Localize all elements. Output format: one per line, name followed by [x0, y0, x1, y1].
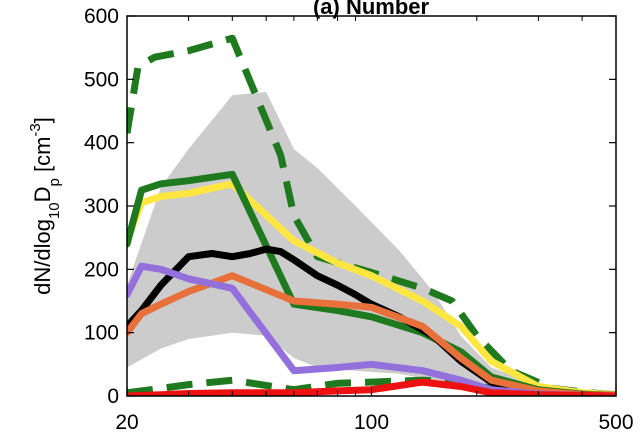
- y-label-sup: -3: [27, 123, 44, 136]
- y-axis-label: dN/dlog10Dp [cm-3]: [27, 117, 63, 295]
- y-axis: 0 100 200 300 400 500 600: [84, 5, 616, 408]
- y-label-sub2: p: [46, 178, 63, 186]
- y-label-part4: ]: [30, 117, 55, 123]
- range-band: [127, 92, 616, 396]
- chart-title: (a) Number: [313, 0, 430, 19]
- y-tick-label-2: 100: [84, 322, 119, 345]
- y-label-part2: D: [30, 186, 55, 202]
- y-tick-label-1: 0: [107, 385, 119, 408]
- y-label-sub1: 10: [46, 202, 63, 219]
- y-tick-label-4: 300: [84, 195, 119, 218]
- y-tick-label-5: 400: [84, 132, 119, 155]
- y-label-part3: [cm: [30, 137, 55, 179]
- plot-area: [127, 34, 616, 396]
- series-line-3: [127, 180, 616, 396]
- y-tick-label-6: 500: [84, 68, 119, 91]
- x-tick-label-2: 100: [354, 411, 389, 432]
- x-axis: 20 100 500: [115, 16, 634, 432]
- x-tick-label-3: 500: [598, 411, 633, 432]
- y-tick-label-7: 600: [84, 5, 119, 28]
- y-tick-label-3: 200: [84, 258, 119, 281]
- series-line-6: [127, 272, 616, 396]
- y-label-part1: dN/dlog: [30, 219, 55, 295]
- x-tick-label-1: 20: [115, 411, 138, 432]
